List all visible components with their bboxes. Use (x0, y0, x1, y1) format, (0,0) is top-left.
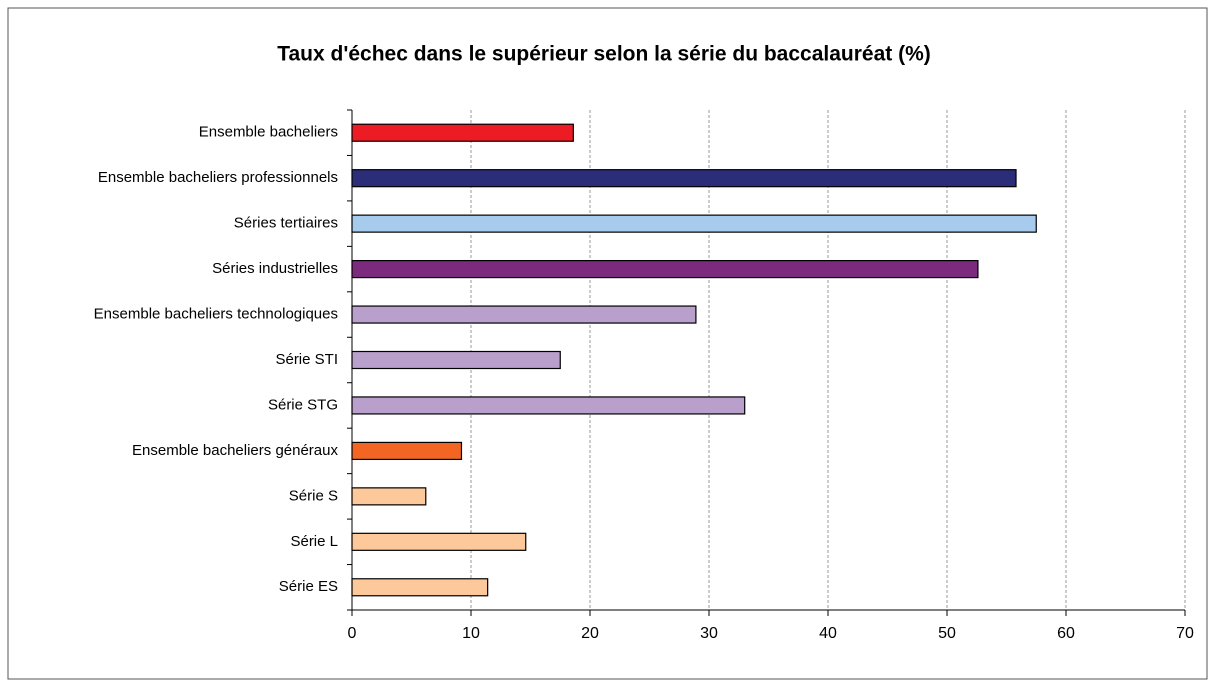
bar (351, 578, 489, 597)
chart-title: Taux d'échec dans le supérieur selon la … (277, 43, 931, 66)
x-tick-label: 10 (462, 625, 480, 642)
frame (7, 7, 1208, 680)
x-tick-label: 50 (938, 625, 956, 642)
bar (351, 259, 979, 279)
x-tick-label: 30 (700, 625, 718, 642)
y-tick-label: Série STI (275, 351, 338, 368)
bar (351, 169, 1017, 188)
y-tick-label: Ensemble bacheliers généraux (132, 442, 338, 459)
y-tick-label: Série L (290, 533, 338, 550)
y-tick-label: Série ES (279, 578, 338, 595)
bar (351, 441, 463, 461)
x-tick-label: 0 (348, 625, 357, 642)
x-tick-label: 60 (1057, 625, 1075, 642)
bar (351, 396, 746, 415)
x-tick-label: 70 (1176, 625, 1194, 642)
bar (351, 305, 697, 324)
y-tick-label: Série STG (268, 396, 338, 413)
x-tick-label: 40 (819, 625, 837, 642)
y-tick-label: Ensemble bacheliers technologiques (94, 306, 338, 323)
y-tick-label: Série S (289, 487, 338, 504)
bar (351, 487, 427, 506)
y-tick-label: Ensemble bacheliers (199, 124, 338, 141)
bar (351, 532, 527, 551)
bar (351, 123, 574, 142)
y-tick-label: Séries tertiaires (234, 215, 338, 232)
y-tick-label: Séries industrielles (212, 260, 338, 277)
y-tick-label: Ensemble bacheliers professionnels (98, 169, 338, 186)
bar (351, 350, 561, 370)
bar (351, 214, 1037, 233)
x-tick-label: 20 (581, 625, 599, 642)
